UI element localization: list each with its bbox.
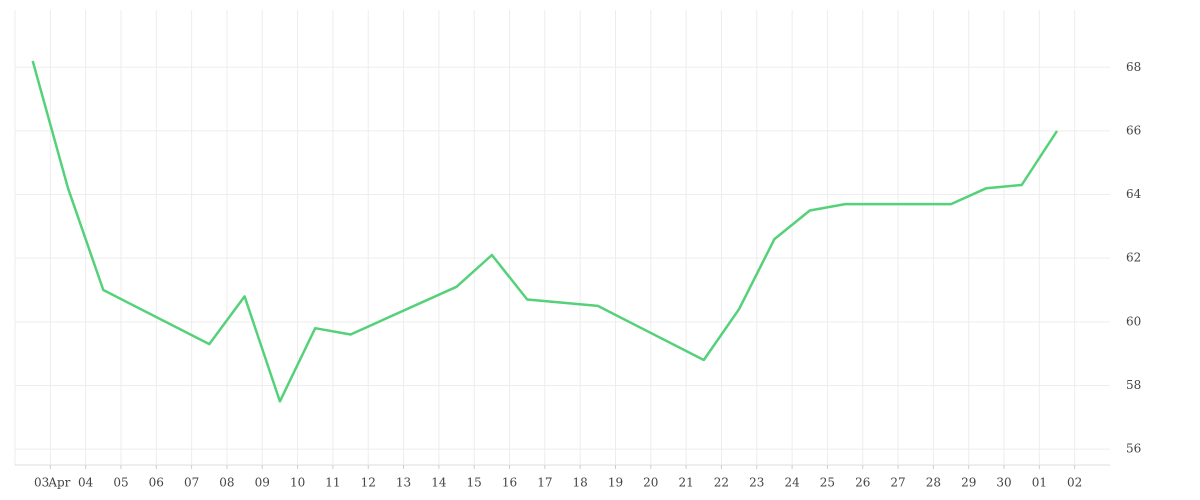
x-tick-label: 10 — [290, 476, 305, 490]
x-tick-label: 29 — [961, 476, 976, 490]
data-line — [31, 60, 1059, 403]
x-tick-label: 02 — [1067, 476, 1082, 490]
y-tick-label: 66 — [1126, 123, 1141, 137]
x-tick-label: 16 — [502, 476, 517, 490]
x-tick-label: 06 — [149, 476, 164, 490]
x-tick-label: 01 — [1032, 476, 1047, 490]
x-tick-label: 20 — [643, 476, 658, 490]
x-tick-label: 13 — [396, 476, 411, 490]
x-tick-label: 18 — [573, 476, 588, 490]
x-tick-label: 14 — [431, 476, 447, 490]
y-tick-label: 64 — [1126, 187, 1142, 201]
y-tick-label: 58 — [1126, 378, 1141, 392]
x-tick-label: 05 — [113, 476, 128, 490]
y-tick-label: 62 — [1126, 251, 1141, 265]
x-tick-label: 28 — [926, 476, 941, 490]
x-tick-label: 09 — [255, 476, 270, 490]
x-tick-label: 26 — [855, 476, 870, 490]
x-tick-label: 12 — [361, 476, 376, 490]
x-tick-label: 22 — [714, 476, 729, 490]
x-tick-label: 04 — [78, 476, 94, 490]
x-tick-label: 19 — [608, 476, 623, 490]
x-tick-label: 17 — [537, 476, 552, 490]
x-tick-label: 15 — [467, 476, 482, 490]
x-tick-label: 11 — [325, 476, 340, 490]
x-tick-label: 03 — [34, 476, 49, 490]
x-tick-label: 27 — [890, 476, 905, 490]
y-tick-label: 60 — [1126, 314, 1141, 328]
x-tick-label: 08 — [219, 476, 234, 490]
x-tick-label: 21 — [678, 476, 693, 490]
month-label: Apr — [47, 476, 70, 490]
y-tick-label: 68 — [1126, 60, 1141, 74]
x-tick-label: 24 — [784, 476, 800, 490]
x-tick-label: 07 — [184, 476, 199, 490]
x-tick-label: 30 — [996, 476, 1011, 490]
x-tick-label: 23 — [749, 476, 764, 490]
x-tick-label: 25 — [820, 476, 835, 490]
y-tick-label: 56 — [1126, 442, 1141, 456]
